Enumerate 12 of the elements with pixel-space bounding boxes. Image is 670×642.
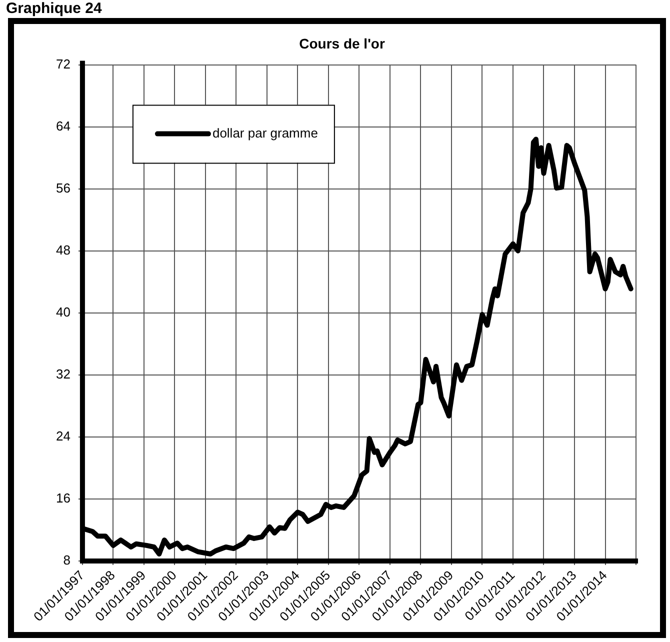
y-tick-label: 72 — [56, 56, 70, 72]
y-tick-label: 40 — [56, 304, 70, 320]
chart-title: Cours de l'or — [299, 35, 386, 52]
y-tick-label: 8 — [63, 552, 70, 568]
y-tick-label: 48 — [56, 242, 70, 258]
y-tick-label: 24 — [56, 428, 70, 444]
y-tick-label: 32 — [56, 366, 70, 382]
legend-label: dollar par gramme — [212, 125, 318, 140]
text: Graphique 24 — [6, 0, 102, 17]
y-tick-label: 56 — [56, 180, 70, 196]
y-tick-label: 16 — [56, 490, 70, 506]
y-tick-label: 64 — [56, 118, 70, 134]
